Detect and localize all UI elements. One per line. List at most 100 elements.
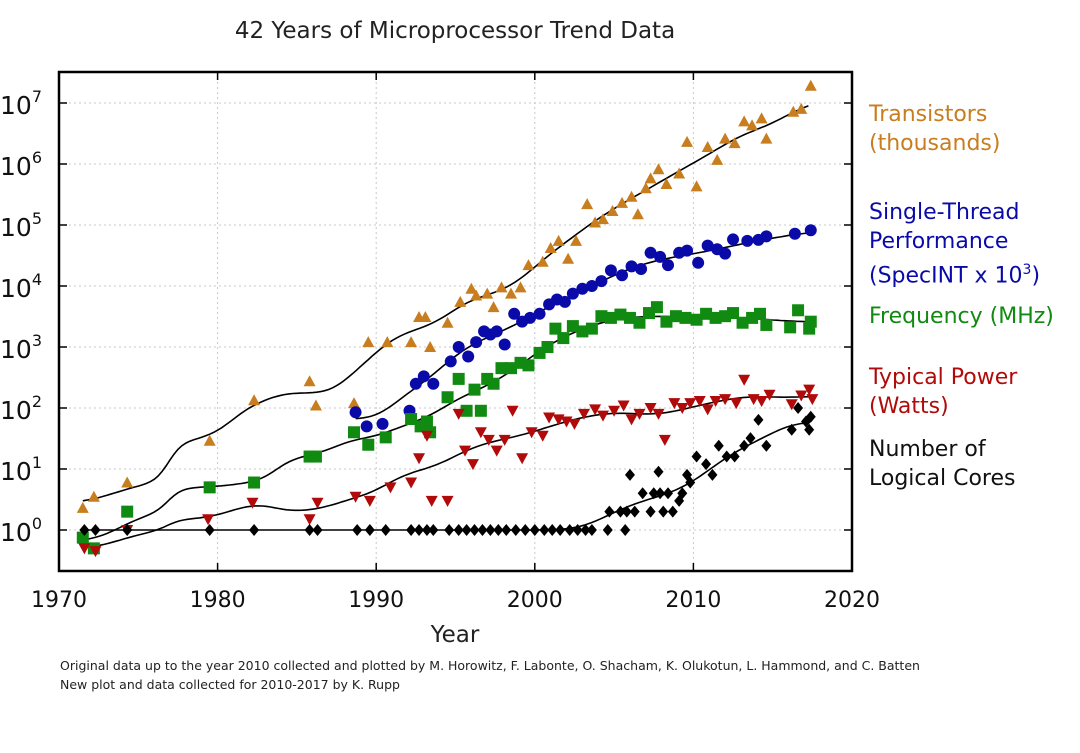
data-point [760, 230, 773, 243]
data-point [653, 465, 664, 478]
x-tick-label: 2010 [665, 588, 721, 613]
data-point [701, 404, 714, 416]
data-point [663, 487, 674, 500]
data-point [608, 405, 621, 417]
data-point [736, 316, 749, 329]
data-point [459, 445, 472, 457]
data-point [522, 359, 535, 372]
data-point [539, 524, 550, 536]
data-point [533, 307, 546, 320]
data-point [625, 260, 638, 273]
data-points [76, 79, 819, 558]
data-point [405, 336, 418, 348]
data-point [203, 434, 216, 446]
data-point [685, 476, 696, 489]
data-point [481, 287, 494, 299]
legend-label-line: Transistors [869, 102, 988, 127]
data-point [784, 321, 797, 334]
legend-label-line: (SpecINT x 103) [869, 262, 1041, 289]
data-point [738, 374, 751, 386]
data-point [487, 377, 500, 390]
x-tick-label: 2020 [824, 588, 880, 613]
data-point [514, 281, 527, 293]
data-point [644, 172, 657, 184]
data-point [719, 247, 732, 260]
x-tick-label: 2000 [507, 588, 563, 613]
data-point [469, 524, 480, 536]
legend-label-line: (Watts) [869, 394, 949, 419]
data-point [690, 180, 703, 192]
data-point [547, 524, 558, 536]
data-point [506, 405, 519, 417]
data-point [525, 427, 538, 439]
data-point [625, 414, 638, 426]
data-point [629, 505, 640, 518]
data-point [482, 434, 495, 446]
data-point [637, 487, 648, 500]
data-point [248, 476, 261, 489]
data-point [461, 524, 472, 536]
data-point [669, 310, 682, 323]
data-point [660, 178, 673, 190]
data-point [624, 468, 635, 481]
y-tick-label: 104 [0, 270, 42, 303]
data-point [516, 453, 529, 465]
data-point [673, 167, 686, 179]
chart-title: 42 Years of Microprocessor Trend Data [234, 18, 676, 44]
legend-label-line: Typical Power [869, 365, 1018, 390]
legend-label-line: Number of [869, 437, 986, 462]
legend-label-line: Logical Cores [869, 466, 1016, 491]
data-point [508, 307, 521, 320]
data-point [788, 227, 801, 240]
data-point [487, 301, 500, 313]
data-point [552, 234, 565, 246]
data-point [349, 406, 362, 419]
data-point [381, 336, 394, 348]
data-point [362, 336, 375, 348]
data-point [727, 233, 740, 246]
data-point [452, 341, 465, 353]
data-point [76, 501, 89, 513]
data-point [414, 524, 425, 536]
data-point [555, 524, 566, 536]
data-point [490, 325, 503, 338]
data-point [676, 403, 689, 414]
data-point [498, 338, 511, 351]
data-point [755, 112, 768, 124]
data-point [586, 524, 597, 536]
data-point [738, 115, 751, 127]
data-point [566, 287, 579, 300]
data-point [596, 410, 609, 422]
data-point [505, 287, 518, 299]
data-point [658, 505, 669, 518]
data-point [541, 341, 554, 353]
data-point [536, 430, 549, 442]
data-point [741, 234, 754, 247]
data-point [620, 524, 631, 536]
data-point [122, 524, 133, 536]
data-point [795, 390, 808, 402]
data-point [631, 208, 644, 220]
data-point [78, 543, 91, 555]
data-point [121, 476, 134, 488]
data-point [635, 262, 648, 275]
data-point [495, 362, 508, 375]
data-point [787, 105, 800, 117]
data-point [596, 213, 609, 225]
data-point [549, 322, 562, 335]
data-point [606, 204, 619, 216]
data-point [730, 398, 743, 410]
data-point [352, 524, 363, 536]
y-tick-label: 106 [0, 148, 42, 181]
data-point [536, 255, 549, 267]
data-point [427, 377, 440, 390]
data-point [405, 477, 418, 489]
data-point [668, 398, 681, 410]
data-point [376, 417, 389, 430]
data-point [470, 289, 483, 301]
data-point [595, 310, 608, 323]
data-point [246, 497, 259, 509]
data-point [441, 316, 454, 328]
legend-label-line: (thousands) [869, 131, 1001, 156]
data-point [719, 132, 732, 144]
